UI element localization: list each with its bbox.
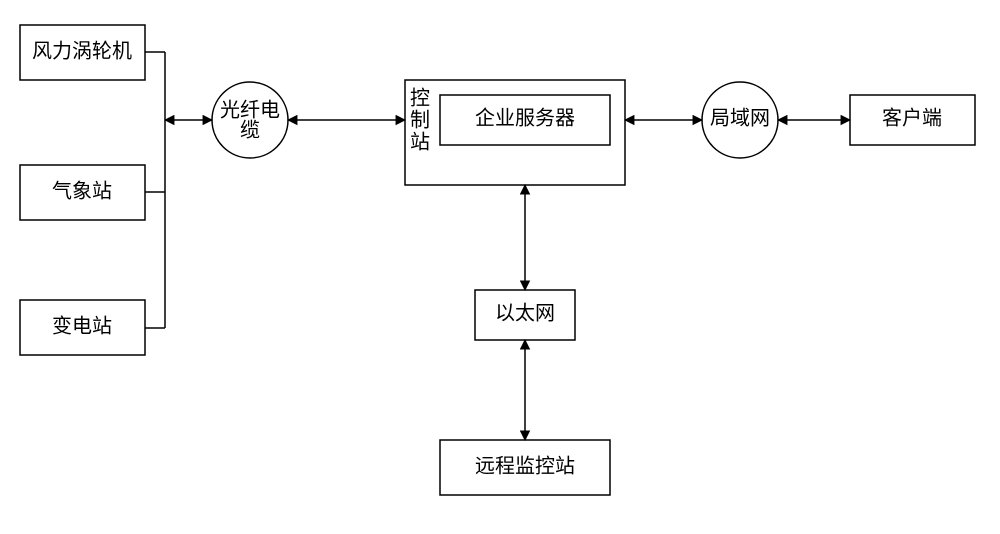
enterprise-server-label: 企业服务器 bbox=[475, 107, 575, 130]
fiber-cable-label-2: 缆 bbox=[240, 119, 260, 142]
lan-label: 局域网 bbox=[710, 107, 770, 130]
node-client: 客户端 bbox=[850, 95, 975, 145]
diagram-canvas: 风力涡轮机 气象站 变电站 光纤电 缆 控 制 站 企业服务器 局域网 客户端 bbox=[0, 0, 1000, 534]
control-station-label-3: 站 bbox=[410, 131, 430, 154]
wind-turbine-label: 风力涡轮机 bbox=[32, 40, 132, 63]
node-enterprise-server: 企业服务器 bbox=[440, 95, 610, 145]
control-station-label-1: 控 bbox=[410, 87, 430, 110]
node-lan: 局域网 bbox=[702, 82, 778, 158]
ethernet-label: 以太网 bbox=[495, 302, 555, 325]
substation-label: 变电站 bbox=[52, 315, 112, 338]
node-remote-monitor: 远程监控站 bbox=[440, 440, 610, 495]
node-weather-station: 气象站 bbox=[20, 165, 145, 220]
node-substation: 变电站 bbox=[20, 300, 145, 355]
weather-station-label: 气象站 bbox=[52, 180, 112, 203]
remote-monitor-label: 远程监控站 bbox=[475, 455, 575, 478]
client-label: 客户端 bbox=[882, 107, 942, 130]
node-ethernet: 以太网 bbox=[475, 290, 575, 340]
control-station-label-2: 制 bbox=[410, 109, 430, 132]
node-wind-turbine: 风力涡轮机 bbox=[20, 25, 145, 80]
node-fiber-cable: 光纤电 缆 bbox=[212, 82, 288, 158]
fiber-cable-label-1: 光纤电 bbox=[220, 99, 280, 122]
